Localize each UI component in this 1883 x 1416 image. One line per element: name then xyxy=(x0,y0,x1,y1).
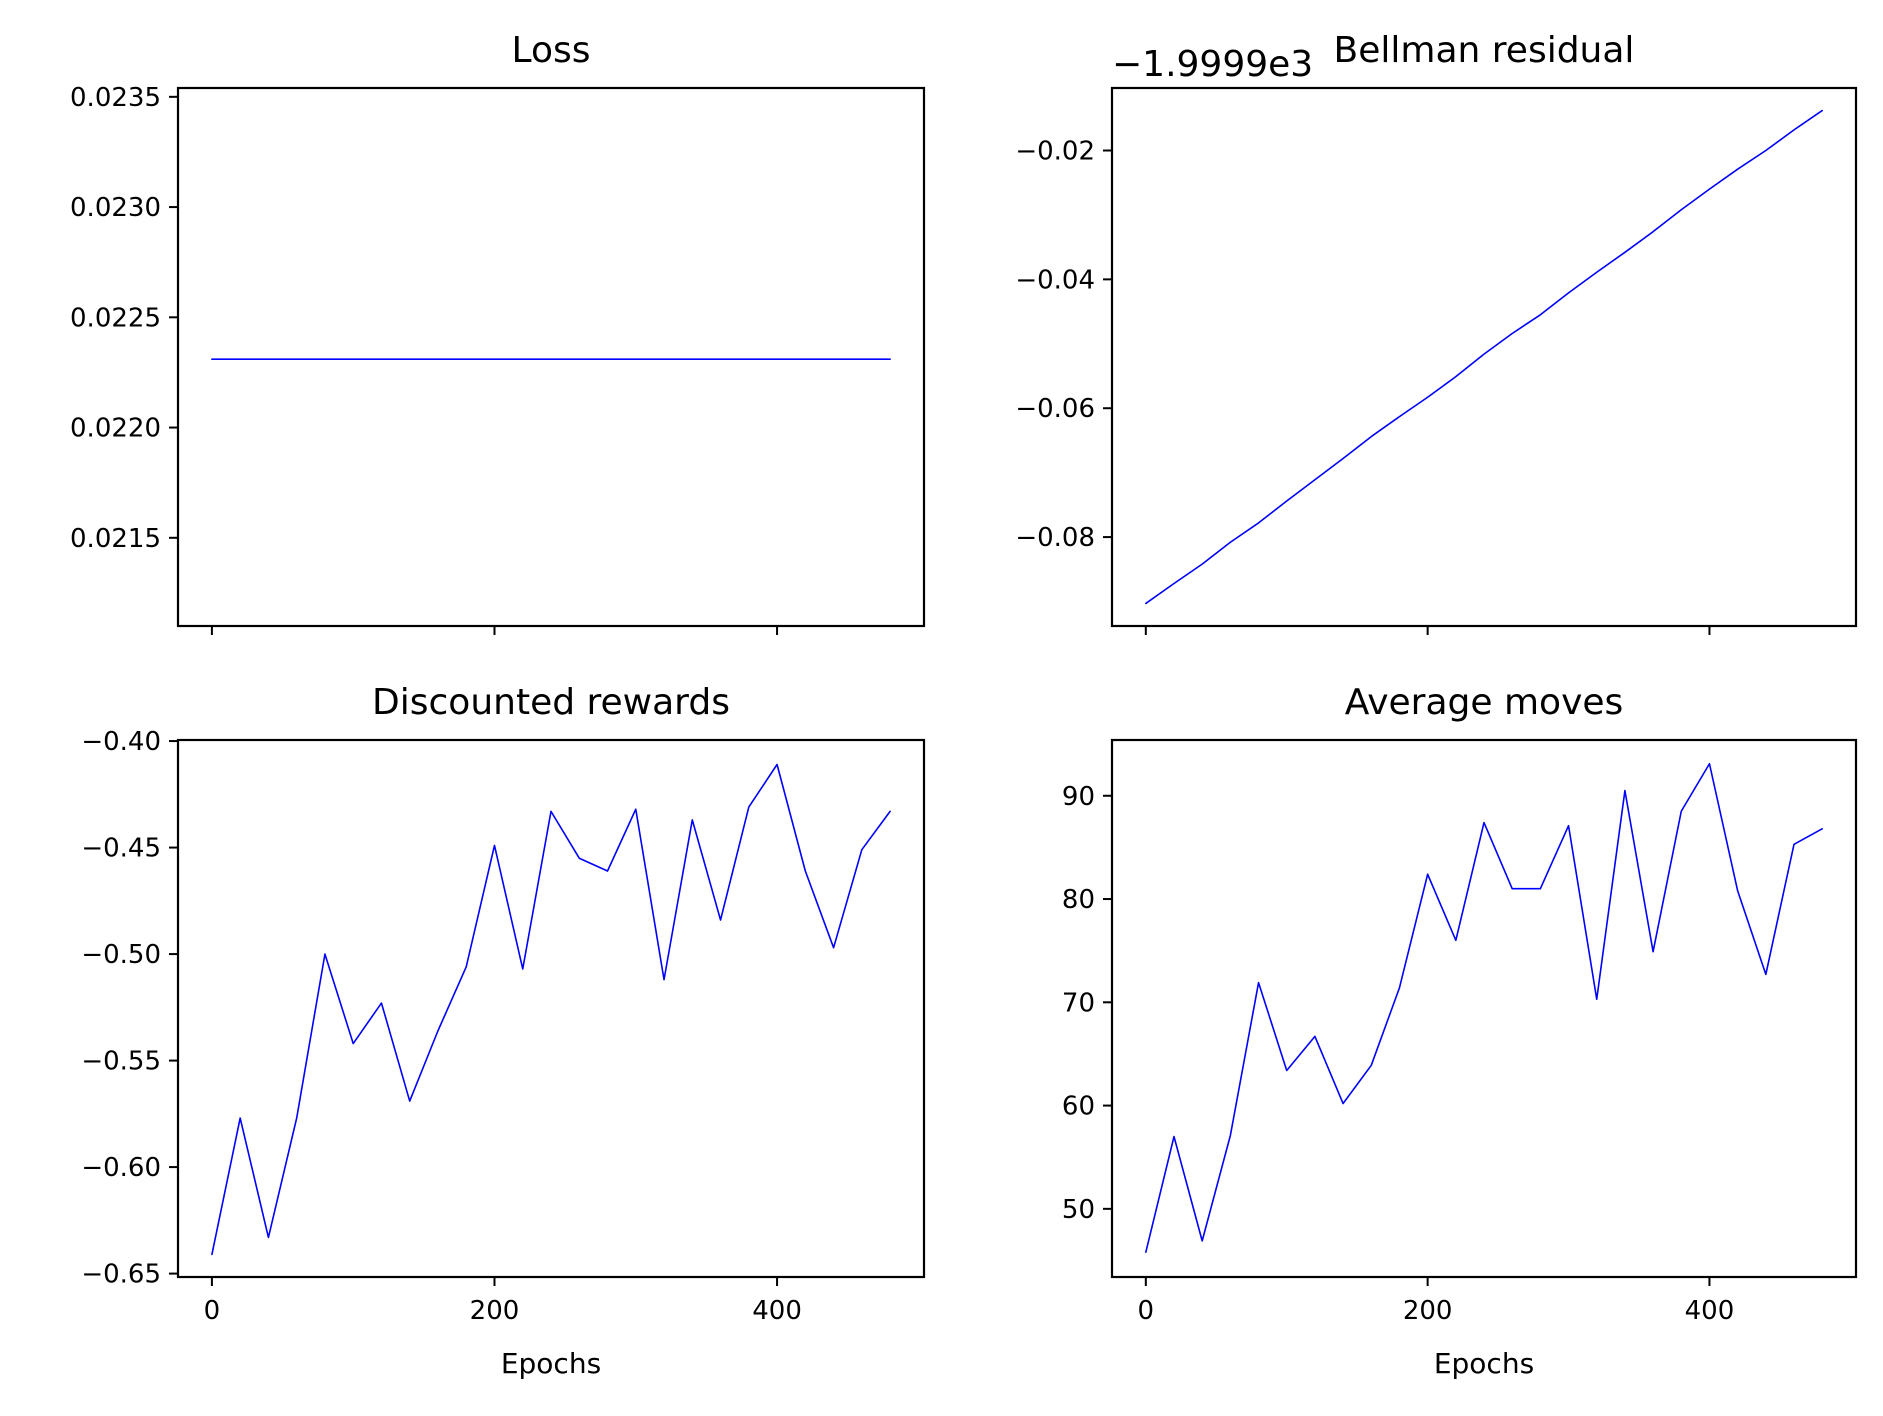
bellman-residual-series-line-0 xyxy=(1145,109,1823,605)
chart-average-moves: 0 200 400 50 60 70 80 90 Average moves Epochs xyxy=(1062,682,1858,1380)
average-moves-y-tick-label-3: 80 xyxy=(1062,885,1095,915)
average-moves-x-tick-label-2: 400 xyxy=(1685,1296,1735,1326)
discounted-rewards-axes-frame xyxy=(176,738,926,1279)
average-moves-x-axis-label: Epochs xyxy=(1434,1347,1534,1380)
bellman-residual-offset-text: −1.9999e3 xyxy=(1112,44,1313,85)
average-moves-x-tick-label-1: 200 xyxy=(1403,1296,1453,1326)
average-moves-y-tick-label-4: 90 xyxy=(1062,782,1095,812)
average-moves-y-tick-label-0: 50 xyxy=(1062,1195,1095,1225)
discounted-rewards-y-tick-label-4: −0.45 xyxy=(81,834,161,864)
average-moves-series-line-0 xyxy=(1145,762,1823,1254)
chart-discounted-rewards: 0 200 400 −0.65 −0.60 −0.55 −0.50 −0.45 −0.40 Dis… xyxy=(81,682,926,1380)
discounted-rewards-title: Discounted rewards xyxy=(372,682,730,723)
discounted-rewards-y-tick-label-5: −0.40 xyxy=(81,727,161,757)
average-moves-x-tick-label-0: 0 xyxy=(1138,1296,1155,1326)
loss-y-tick-label-0: 0.0215 xyxy=(70,524,161,554)
average-moves-y-tick-label-2: 70 xyxy=(1062,988,1095,1018)
discounted-rewards-y-tick-label-0: −0.65 xyxy=(81,1260,161,1290)
bellman-residual-axes-frame xyxy=(1110,86,1858,628)
discounted-rewards-x-tick-label-0: 0 xyxy=(204,1296,221,1326)
discounted-rewards-y-tick-label-3: −0.50 xyxy=(81,940,161,970)
loss-y-tick-label-1: 0.0220 xyxy=(70,414,161,444)
discounted-rewards-series-line-0 xyxy=(211,763,891,1256)
average-moves-axes-frame xyxy=(1110,738,1858,1279)
discounted-rewards-y-tick-label-1: −0.60 xyxy=(81,1153,161,1183)
average-moves-y-tick-label-1: 60 xyxy=(1062,1092,1095,1122)
discounted-rewards-x-tick-label-1: 200 xyxy=(470,1296,520,1326)
loss-y-tick-label-3: 0.0230 xyxy=(70,193,161,223)
chart-bellman-residual: −0.08 −0.06 −0.04 −0.02 Bellman residual −1.9… xyxy=(1015,30,1858,635)
loss-y-tick-label-4: 0.0235 xyxy=(70,83,161,113)
average-moves-title: Average moves xyxy=(1345,682,1624,723)
discounted-rewards-x-tick-label-2: 400 xyxy=(752,1296,802,1326)
discounted-rewards-x-axis-label: Epochs xyxy=(501,1347,601,1380)
loss-y-tick-label-2: 0.0225 xyxy=(70,303,161,333)
discounted-rewards-y-tick-label-2: −0.55 xyxy=(81,1047,161,1077)
bellman-residual-y-tick-label-3: −0.02 xyxy=(1015,136,1095,166)
chart-loss: 0.0215 0.0220 0.0225 0.0230 0.0235 Loss xyxy=(70,30,926,635)
bellman-residual-y-tick-label-1: −0.06 xyxy=(1015,394,1095,424)
bellman-residual-title: Bellman residual xyxy=(1334,30,1635,71)
bellman-residual-y-tick-label-2: −0.04 xyxy=(1015,265,1095,295)
loss-title: Loss xyxy=(512,30,591,71)
loss-axes-frame xyxy=(176,86,926,628)
bellman-residual-y-tick-label-0: −0.08 xyxy=(1015,523,1095,553)
